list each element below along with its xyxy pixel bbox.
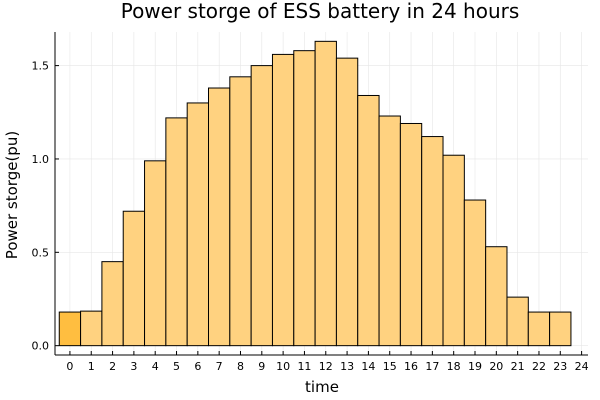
x-tick-label-1: 1 [88,360,95,373]
x-tick-label-19: 19 [468,360,482,373]
bar-14 [357,94,380,347]
y-tick-label-0.0: 0.0 [32,340,50,353]
x-tick-label-14: 14 [361,360,375,373]
bar-8 [229,76,252,347]
y-axis-label: Power storge(pu) [3,131,21,259]
bar-6 [186,102,210,347]
bar-23 [549,311,572,347]
axes [54,32,588,356]
tick-labels: 0 1 2 3 4 5 6 7 8 9 10 11 12 13 14 15 16 17 18 19 20 21 22 23 24… [32,60,589,373]
bar-21 [506,296,529,347]
x-tick-label-17: 17 [425,360,439,373]
bar-5 [165,117,188,347]
x-tick-label-2: 2 [109,360,116,373]
x-tick-label-6: 6 [194,360,201,373]
bar-12 [314,40,337,347]
y-tick-label-1.0: 1.0 [32,153,50,166]
x-tick-label-16: 16 [404,360,418,373]
chart-title: Power storge of ESS battery in 24 hours [121,0,520,23]
x-tick-label-3: 3 [130,360,137,373]
bar-7 [208,87,231,347]
x-tick-label-10: 10 [276,360,290,373]
bar-2 [101,261,124,347]
bar-18 [442,154,465,347]
x-tick-label-21: 21 [511,360,525,373]
bar-16 [399,122,423,347]
bars [58,40,572,347]
bar-1 [80,310,103,347]
y-tick-label-1.5: 1.5 [32,60,50,73]
x-tick-label-12: 12 [319,360,333,373]
x-axis-label: time [305,378,339,396]
bar-3 [122,210,146,347]
bar-13 [335,57,359,347]
bar-19 [463,199,487,347]
y-tick-label-0.5: 0.5 [32,246,50,259]
x-tick-label-13: 13 [340,360,354,373]
bar-15 [378,115,401,347]
x-tick-label-24: 24 [575,360,589,373]
x-tick-label-15: 15 [383,360,397,373]
x-tick-label-5: 5 [173,360,180,373]
x-tick-label-4: 4 [152,360,159,373]
x-tick-label-18: 18 [447,360,461,373]
x-tick-label-8: 8 [237,360,244,373]
bar-20 [485,246,508,347]
bar-9 [250,65,273,347]
bar-4 [144,160,167,347]
bar-17 [421,136,444,347]
bar-11 [293,50,316,347]
x-tick-label-20: 20 [489,360,503,373]
x-tick-label-7: 7 [216,360,223,373]
bar-0 [58,311,82,347]
x-tick-label-22: 22 [532,360,546,373]
x-tick-label-9: 9 [258,360,265,373]
x-tick-label-11: 11 [297,360,311,373]
x-tick-label-23: 23 [553,360,567,373]
bar-22 [527,311,551,347]
x-tick-label-0: 0 [66,360,73,373]
bar-10 [271,53,295,347]
